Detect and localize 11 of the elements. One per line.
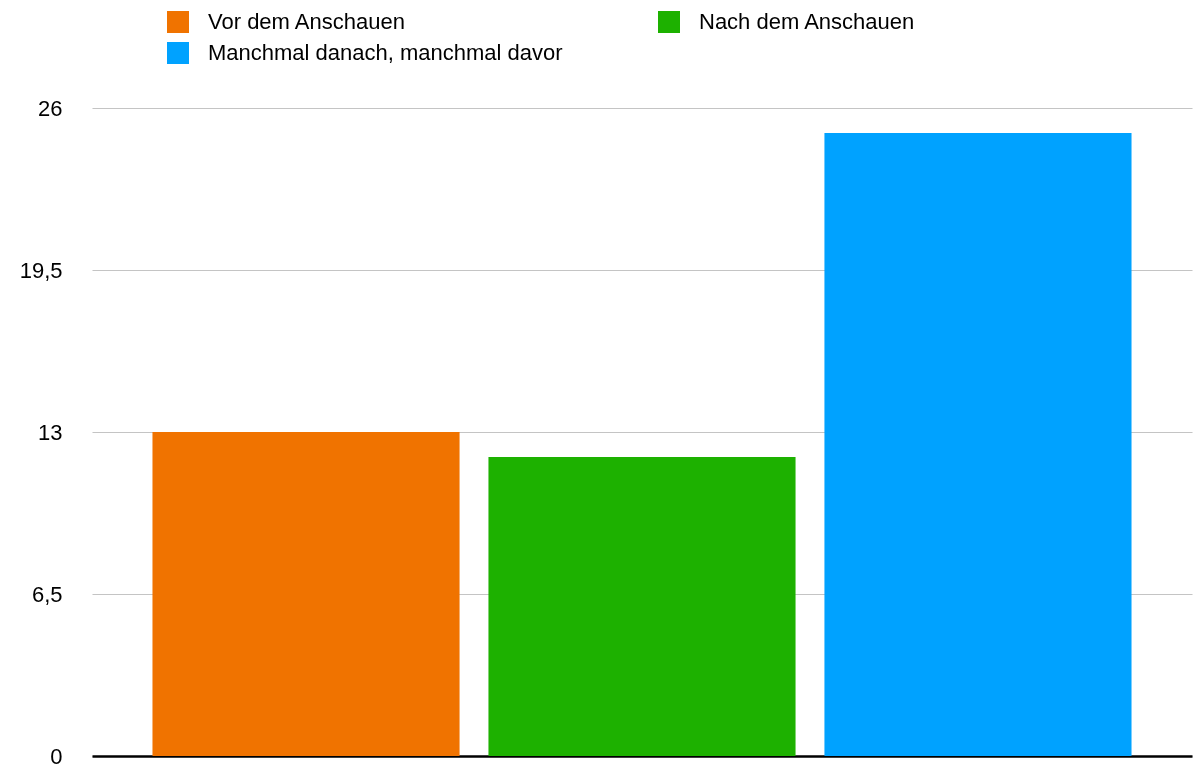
bar bbox=[488, 456, 796, 756]
y-tick-label: 0 bbox=[50, 743, 63, 769]
y-tick-label: 19,5 bbox=[19, 257, 63, 283]
legend-label: Nach dem Anschauen bbox=[699, 9, 915, 34]
bar bbox=[824, 132, 1132, 756]
y-tick-label: 6,5 bbox=[31, 581, 63, 607]
y-tick-label: 26 bbox=[38, 95, 63, 121]
legend-label: Manchmal danach, manchmal davor bbox=[208, 40, 563, 65]
bar bbox=[152, 432, 460, 756]
legend-label: Vor dem Anschauen bbox=[208, 9, 405, 34]
y-tick-label: 13 bbox=[38, 419, 63, 445]
